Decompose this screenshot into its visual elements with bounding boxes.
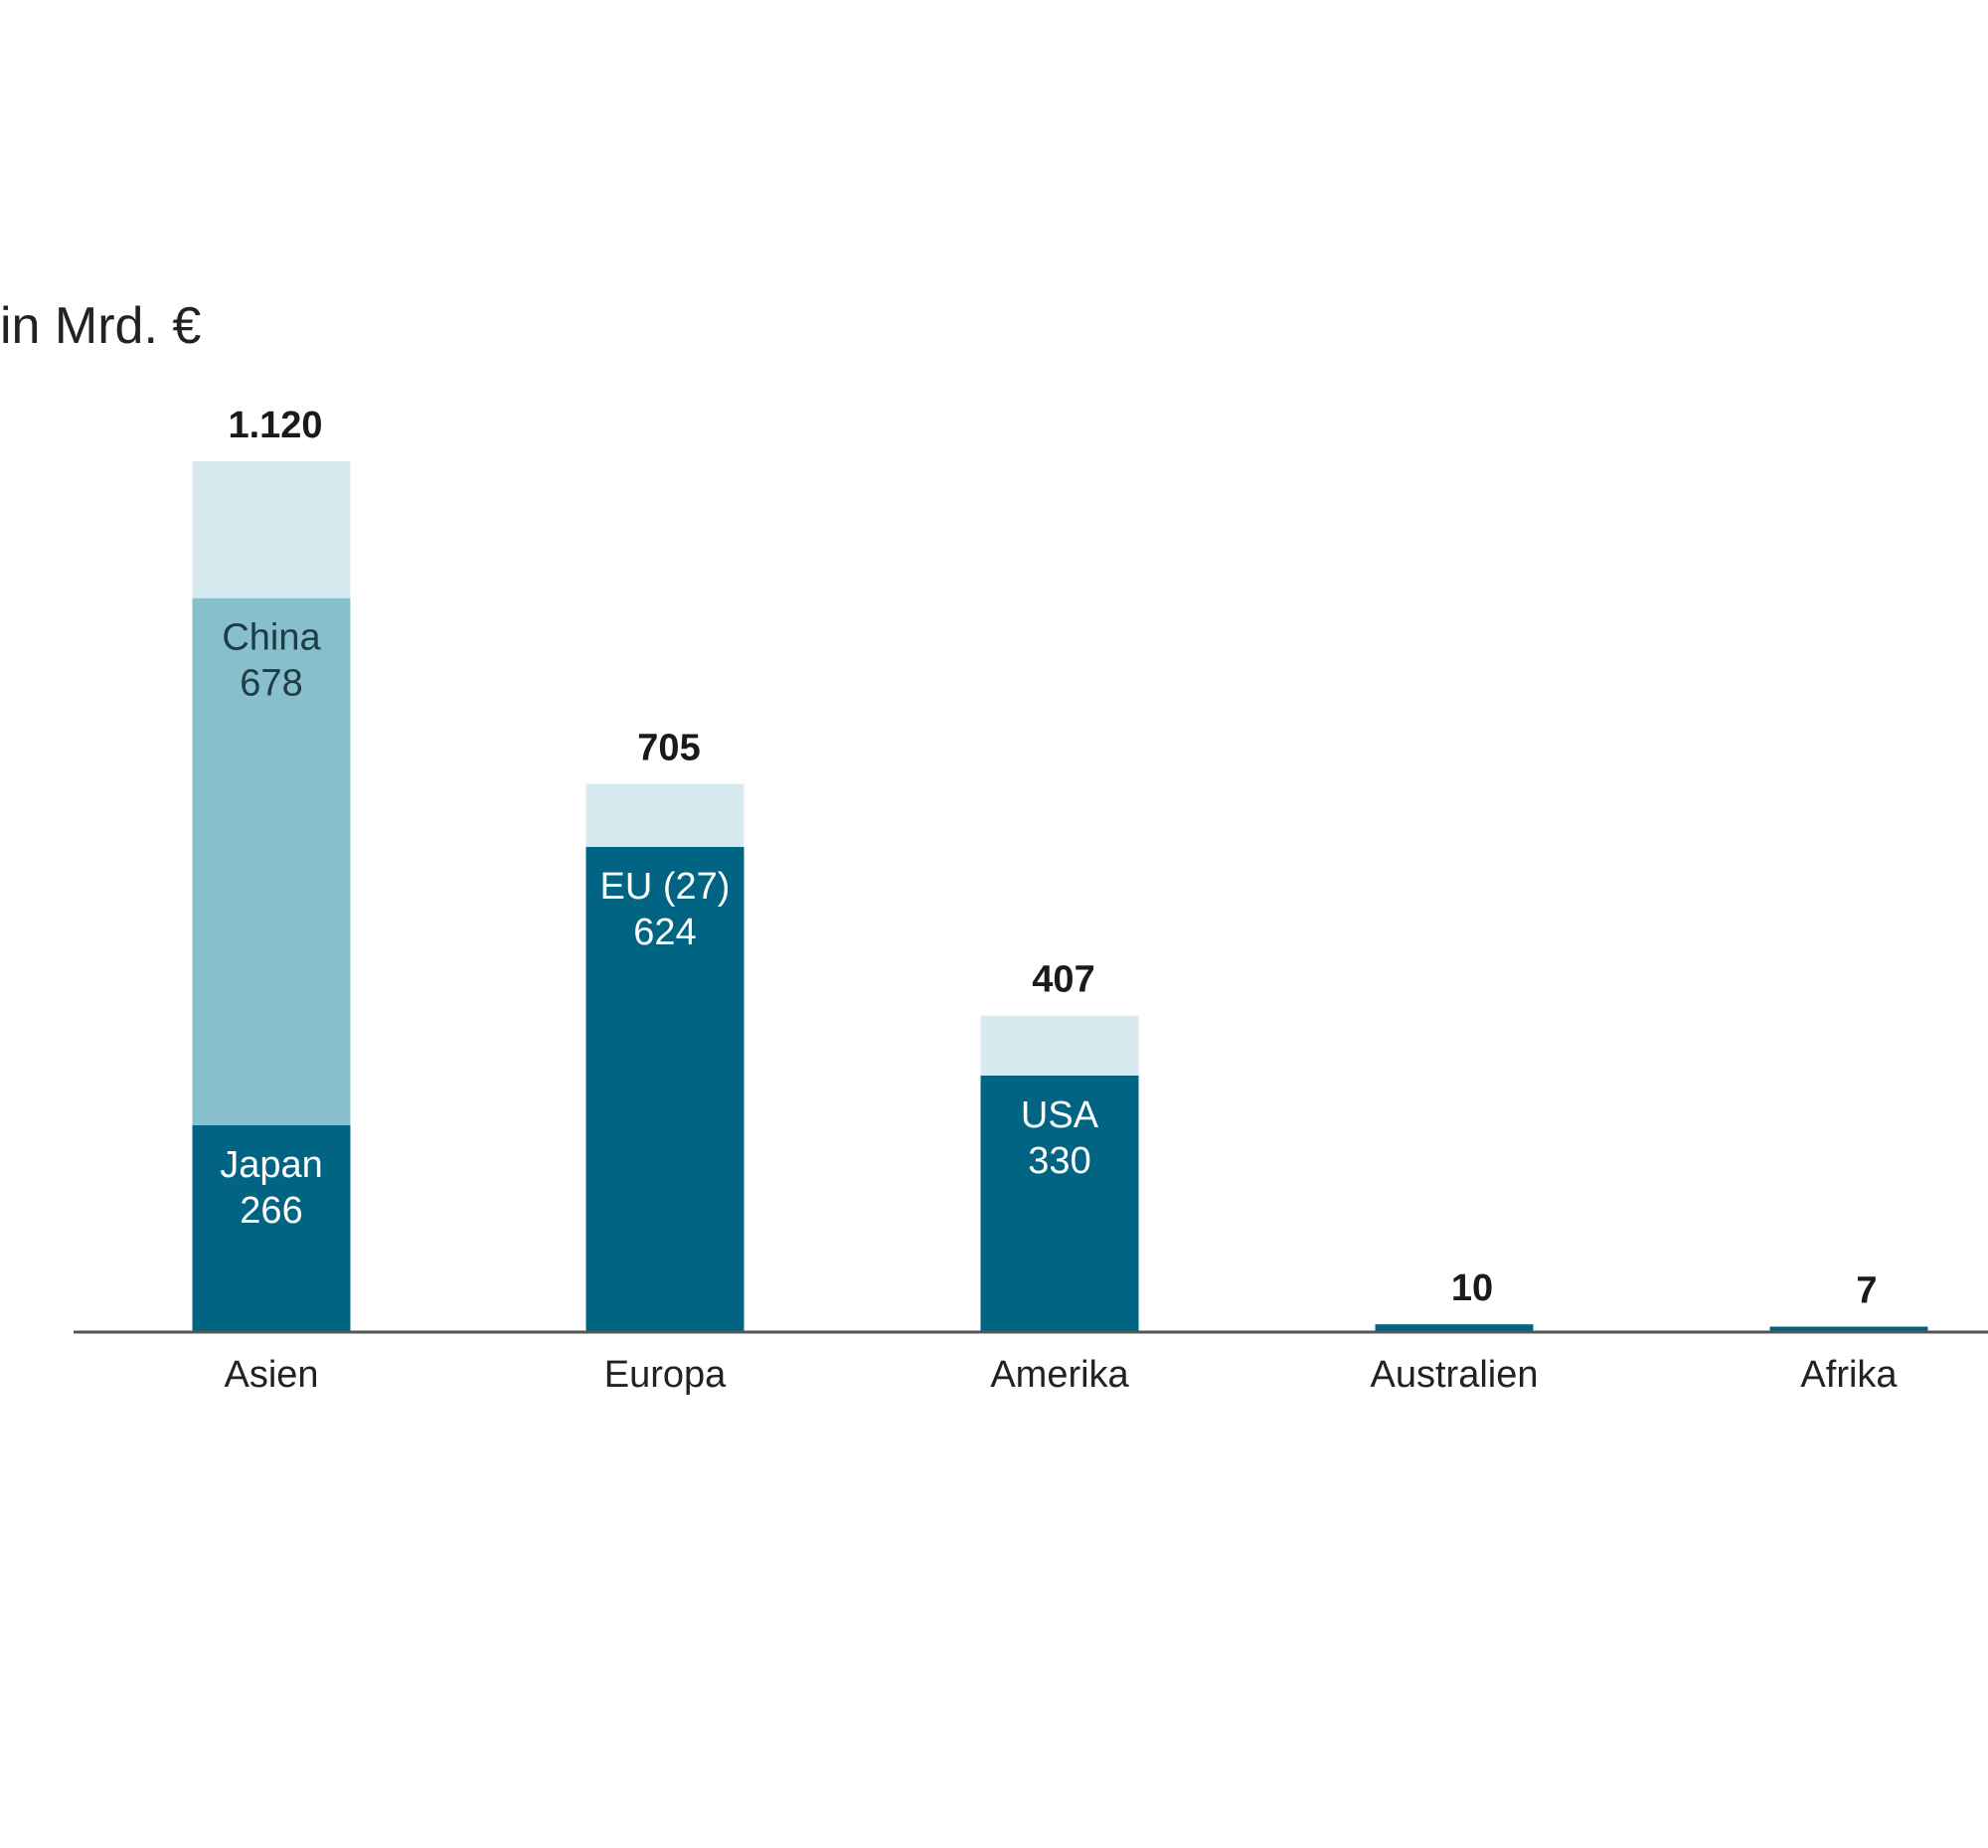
total-value-label: 407 [1032,959,1094,1001]
total-value-label: 1.120 [228,405,322,446]
bar-segment-europa-rest-1 [585,783,745,847]
segment-value-label: 266 [240,1190,302,1232]
total-value-label: 705 [637,728,700,769]
category-tick-label: Amerika [990,1354,1129,1396]
total-value-label: 7 [1856,1270,1877,1312]
bar-segment-asien-rest-2 [192,461,351,598]
category-tick-label: Asien [224,1354,318,1396]
category-tick-label: Afrika [1800,1354,1898,1396]
segment-value-label: 330 [1028,1140,1090,1182]
bar-segment-amerika-usa [980,1075,1139,1332]
segment-name-label: EU (27) [600,866,731,908]
segment-value-label: 624 [633,912,696,953]
bar-segment-afrika-rest-0 [1769,1326,1928,1332]
segment-name-label: Japan [220,1144,323,1186]
bar-segment-australien-rest-0 [1375,1324,1534,1332]
category-tick-label: Europa [604,1354,727,1396]
total-value-label: 10 [1451,1267,1493,1309]
bar-segment-europa-eu-27 [585,846,745,1332]
category-tick-label: Australien [1371,1354,1539,1396]
bar-segment-asien-japan [192,1124,351,1332]
segment-value-label: 678 [240,663,302,705]
segment-name-label: China [222,617,321,659]
bar-segment-amerika-rest-1 [980,1015,1139,1076]
bars-group [192,461,1928,1332]
unit-label: in Mrd. € [0,297,201,355]
segment-name-label: USA [1021,1094,1099,1136]
bar-segment-asien-china [192,597,351,1125]
